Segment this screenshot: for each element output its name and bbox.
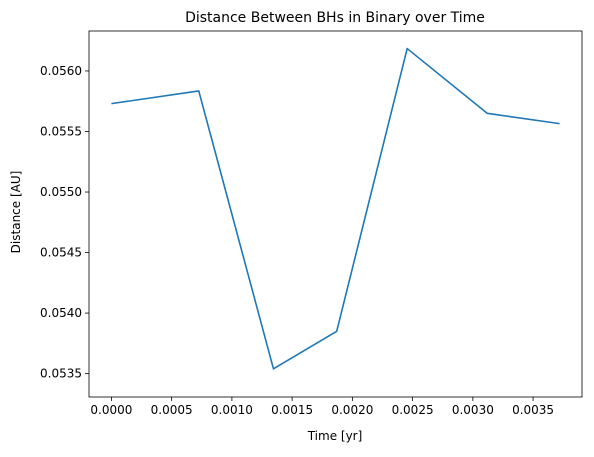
y-tick-label: 0.0540	[40, 306, 82, 320]
y-tick-label: 0.0550	[40, 185, 82, 199]
y-axis-label: Distance [AU]	[9, 171, 23, 254]
x-tick-label: 0.0030	[452, 403, 494, 417]
y-tick-label: 0.0555	[40, 124, 82, 138]
x-tick-label: 0.0035	[512, 403, 554, 417]
x-tick-label: 0.0000	[90, 403, 132, 417]
y-tick-label: 0.0535	[40, 367, 82, 381]
series-line-0	[111, 47, 560, 370]
plot-area: 0.0000 0.0005 0.0010 0.0015 0.0020 0.0025 0.00…	[40, 30, 583, 417]
x-tick-label: 0.0015	[271, 403, 313, 417]
x-axis-label: Time [yr]	[307, 429, 363, 443]
x-tick-label: 0.0005	[151, 403, 193, 417]
x-tick-label: 0.0010	[211, 403, 253, 417]
chart-title: Distance Between BHs in Binary over Time	[185, 10, 485, 26]
plot-frame	[88, 30, 583, 398]
y-tick-label: 0.0545	[40, 246, 82, 260]
x-tick-label: 0.0025	[392, 403, 434, 417]
x-tick-label: 0.0020	[331, 403, 373, 417]
y-tick-label: 0.0560	[40, 64, 82, 78]
